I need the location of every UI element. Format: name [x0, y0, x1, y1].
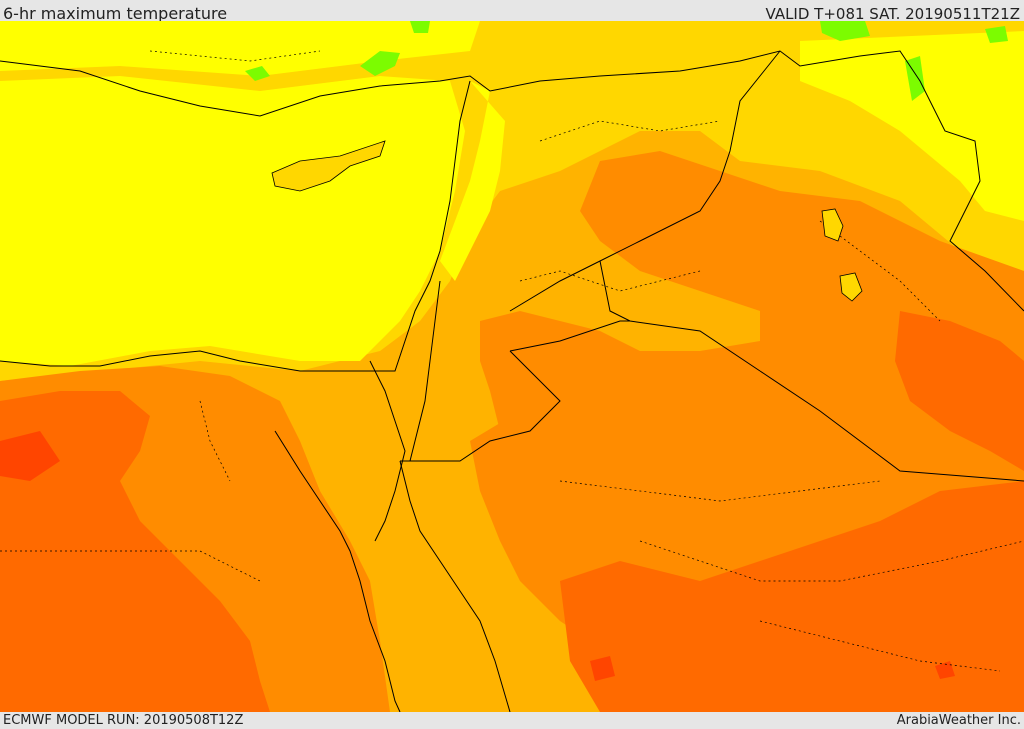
coast-redsea-east [399, 460, 511, 712]
zone-red-2 [935, 661, 955, 679]
borders [0, 50, 1024, 712]
zone-green-6 [410, 21, 430, 33]
zone-green-4 [985, 26, 1008, 43]
footer-bar: ECMWF MODEL RUN: 20190508T12Z ArabiaWeat… [0, 712, 1024, 729]
zone-red-3 [0, 431, 60, 481]
valid-time: VALID T+081 SAT. 20190511T21Z [765, 5, 1020, 23]
coast-redsea-west [274, 430, 401, 712]
zone-green-1 [360, 51, 400, 76]
temperature-map-svg [0, 21, 1024, 712]
zone-red-1 [590, 656, 615, 681]
border-turkey [0, 50, 1024, 312]
coast-levant [0, 80, 471, 372]
border-egypt-israel [369, 360, 406, 542]
map-title: 6-hr maximum temperature [3, 4, 228, 23]
zone-dark-orange-jordan [480, 311, 640, 451]
zone-red-orange-saudi [560, 481, 1024, 712]
border-jordan-saudi [509, 320, 630, 352]
island-cyprus [271, 140, 386, 192]
river-jordan [409, 280, 441, 462]
lake-razaza [839, 272, 863, 302]
provider-label: ArabiaWeather Inc. [896, 713, 1021, 728]
zone-green-2 [245, 66, 270, 81]
zone-red-orange-east [895, 311, 1024, 471]
zone-red-orange-egypt [0, 391, 270, 712]
header-bar: 6-hr maximum temperature VALID T+081 SAT… [0, 0, 1024, 23]
zone-green-5 [905, 56, 925, 101]
zone-yellow-sea [0, 76, 465, 366]
border-syria-iraq [509, 50, 781, 312]
zone-green-3 [820, 21, 870, 41]
zone-yellow-levant [440, 81, 505, 281]
model-run-label: ECMWF MODEL RUN: 20190508T12Z [3, 713, 244, 728]
zone-yellow-north [0, 21, 480, 76]
zone-yellow-northeast [800, 31, 1024, 221]
border-jordan-saudi-2 [400, 350, 561, 462]
temperature-map[interactable] [0, 21, 1024, 712]
border-iraq-saudi [759, 370, 1024, 482]
lake-tharthar [821, 208, 844, 242]
